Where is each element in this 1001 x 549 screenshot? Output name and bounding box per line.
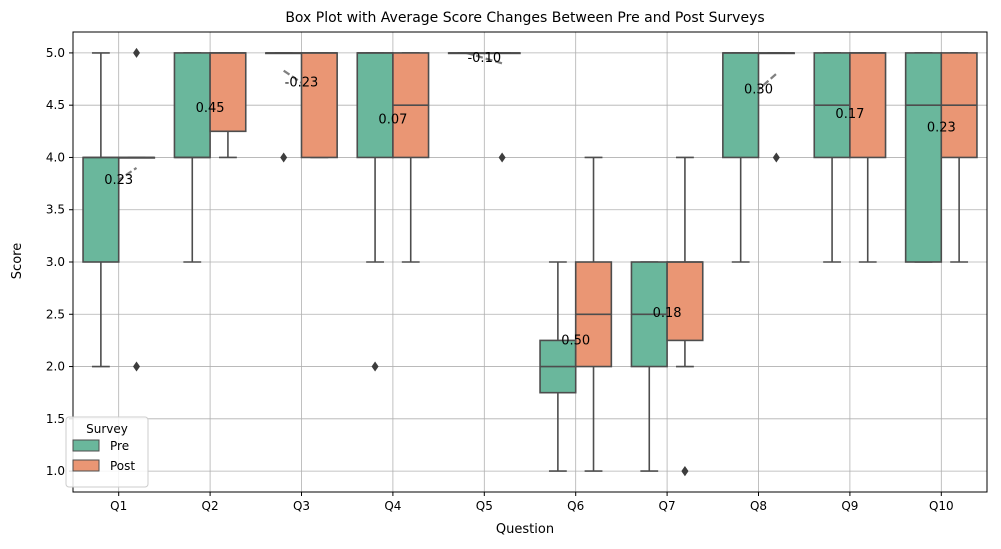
- x-axis: Q1 Q2 Q3 Q4 Q5 Q6 Q7 Q8 Q9 Q10: [110, 492, 954, 513]
- y-tick-label: 4.0: [46, 150, 65, 164]
- x-tick-label: Q7: [659, 499, 676, 513]
- mean-change-label: 0.30: [744, 83, 773, 98]
- x-tick-label: Q10: [929, 499, 954, 513]
- box: [356, 52, 394, 159]
- y-axis-label: Score: [10, 243, 25, 279]
- y-tick-label: 1.0: [46, 464, 65, 478]
- box: [666, 261, 704, 342]
- y-tick-label: 3.5: [46, 203, 65, 217]
- box: [300, 52, 338, 159]
- x-tick-label: Q4: [384, 499, 401, 513]
- legend-swatch-post: [72, 459, 100, 472]
- x-tick-label: Q3: [293, 499, 310, 513]
- mean-change-label: -0.10: [467, 51, 501, 66]
- mean-change-label: 0.18: [653, 306, 682, 321]
- box: [209, 52, 247, 133]
- y-tick-label: 3.0: [46, 255, 65, 269]
- box: [722, 52, 760, 159]
- outlier-point: [681, 466, 689, 477]
- x-tick-label: Q9: [841, 499, 858, 513]
- mean-change-line: [466, 51, 503, 65]
- outlier-point: [133, 47, 141, 58]
- box: [904, 52, 943, 263]
- box: [82, 156, 120, 263]
- outlier-point: [133, 361, 141, 372]
- x-axis-label: Question: [496, 522, 554, 537]
- x-tick-label: Q5: [476, 499, 493, 513]
- legend-swatch-pre: [72, 439, 100, 452]
- mean-change-label: -0.23: [285, 76, 319, 91]
- series-post: [117, 47, 978, 477]
- y-tick-label: 1.5: [46, 412, 65, 426]
- y-tick-label: 2.5: [46, 307, 65, 321]
- legend-title: Survey: [86, 422, 128, 436]
- mean-change-label: 0.07: [378, 112, 407, 127]
- x-tick-label: Q8: [750, 499, 767, 513]
- outlier-point: [498, 152, 506, 163]
- outlier-point: [280, 152, 288, 163]
- mean-change-label: 0.23: [104, 173, 133, 188]
- x-tick-label: Q6: [567, 499, 584, 513]
- legend-label-post: Post: [110, 459, 135, 473]
- mean-change-label: 0.45: [196, 101, 225, 116]
- box: [173, 52, 211, 159]
- series-pre: [82, 52, 943, 472]
- chart-title: Box Plot with Average Score Changes Betw…: [285, 10, 764, 26]
- mean-change-label: 0.50: [561, 333, 590, 348]
- outlier-point: [772, 152, 780, 163]
- mean-change-labels: 0.23 0.45 -0.23 0.07 -0.10 0.50 0.18 0.30 0.17 0.…: [104, 51, 956, 348]
- x-tick-label: Q1: [110, 499, 127, 513]
- y-tick-label: 5.0: [46, 46, 65, 60]
- y-tick-label: 4.5: [46, 98, 65, 112]
- y-axis: 1.0 1.5 2.0 2.5 3.0 3.5 4.0 4.5 5.0: [46, 46, 73, 478]
- x-tick-label: Q2: [202, 499, 219, 513]
- y-tick-label: 2.0: [46, 360, 65, 374]
- outlier-point: [371, 361, 379, 372]
- legend: Survey Pre Post: [65, 416, 149, 488]
- box: [849, 52, 887, 159]
- mean-change-label: 0.23: [927, 121, 956, 136]
- legend-label-pre: Pre: [110, 439, 129, 453]
- box-series: [82, 47, 978, 477]
- legend-items: Pre Post: [72, 439, 135, 473]
- mean-change-label: 0.17: [835, 107, 864, 122]
